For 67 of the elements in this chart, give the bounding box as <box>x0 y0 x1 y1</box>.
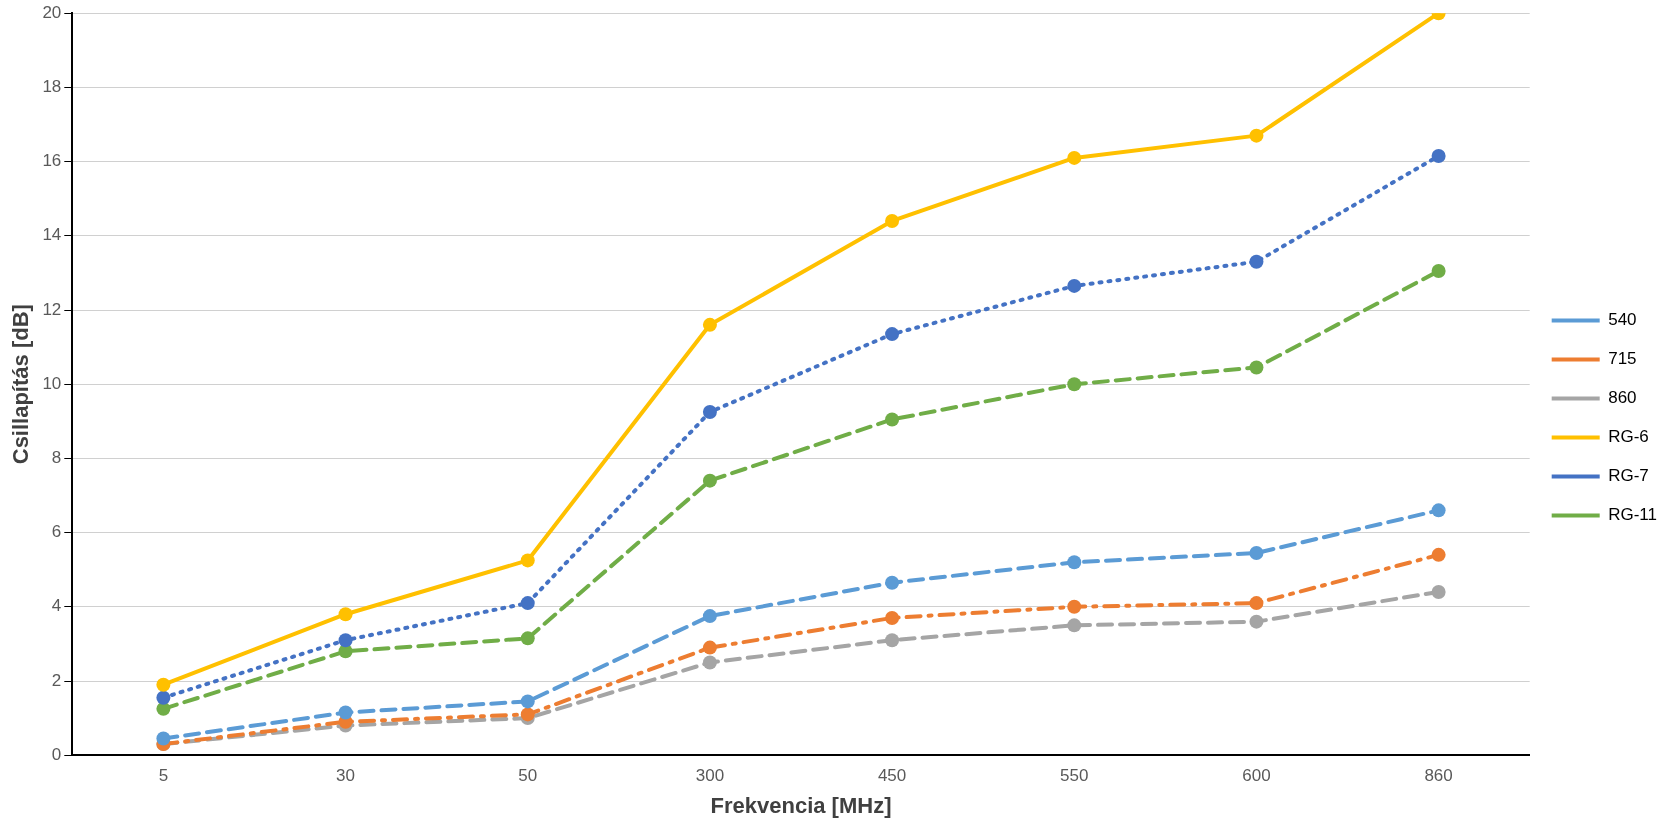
y-tick-label: 4 <box>51 596 62 616</box>
point <box>338 633 353 648</box>
point <box>1067 377 1082 392</box>
point <box>1249 614 1264 629</box>
point <box>702 655 717 670</box>
point <box>702 317 717 332</box>
point <box>156 731 171 746</box>
point <box>1067 555 1082 570</box>
y-tick-label: 6 <box>51 522 62 542</box>
point <box>520 707 535 722</box>
x-tick-label: 860 <box>1424 766 1453 786</box>
point <box>338 705 353 720</box>
y-tick-label: 14 <box>42 225 62 245</box>
point <box>702 609 717 624</box>
point <box>702 405 717 420</box>
y-tick-label: 18 <box>42 77 62 97</box>
legend-label: RG-11 <box>1608 505 1657 525</box>
y-tick-label: 8 <box>51 448 62 468</box>
legend-label: RG-7 <box>1608 466 1649 486</box>
point <box>885 213 900 228</box>
legend-label: 860 <box>1608 388 1637 408</box>
y-tick-label: 12 <box>42 299 62 319</box>
legend-label: 715 <box>1608 349 1637 369</box>
point <box>1067 278 1082 293</box>
y-tick-label: 20 <box>42 2 62 22</box>
point <box>520 694 535 709</box>
point <box>1249 360 1264 375</box>
x-tick-label: 600 <box>1242 766 1271 786</box>
point <box>885 610 900 625</box>
legend-label: RG-6 <box>1608 427 1649 447</box>
point <box>1431 547 1446 562</box>
point <box>1431 264 1446 279</box>
y-tick-label: 2 <box>51 670 62 690</box>
point <box>702 473 717 488</box>
point <box>1067 599 1082 614</box>
x-tick-label: 300 <box>695 766 725 786</box>
x-axis-title: Frekvencia [MHz] <box>710 792 892 818</box>
point <box>1249 254 1264 269</box>
point <box>1249 596 1264 611</box>
point <box>520 553 535 568</box>
point <box>885 633 900 648</box>
legend-label: 540 <box>1608 310 1637 330</box>
y-tick-label: 10 <box>42 373 62 393</box>
y-tick-label: 16 <box>42 151 62 171</box>
point <box>156 690 171 705</box>
point <box>885 575 900 590</box>
point <box>1249 546 1264 561</box>
point <box>1431 149 1446 164</box>
y-axis-title: Csillapítás [dB] <box>8 304 34 465</box>
point <box>702 640 717 655</box>
x-tick-label: 5 <box>158 766 169 786</box>
point <box>1249 128 1264 143</box>
point <box>1067 150 1082 165</box>
x-tick-label: 450 <box>877 766 907 786</box>
point <box>1431 584 1446 599</box>
x-tick-label: 50 <box>518 766 538 786</box>
point <box>338 607 353 622</box>
x-tick-label: 30 <box>336 766 356 786</box>
x-tick-label: 550 <box>1060 766 1089 786</box>
point <box>1067 618 1082 633</box>
point <box>885 412 900 427</box>
y-tick-label: 0 <box>51 744 62 764</box>
point <box>1431 503 1446 518</box>
point <box>156 677 171 692</box>
point <box>885 327 900 342</box>
point <box>520 596 535 611</box>
point <box>520 631 535 646</box>
